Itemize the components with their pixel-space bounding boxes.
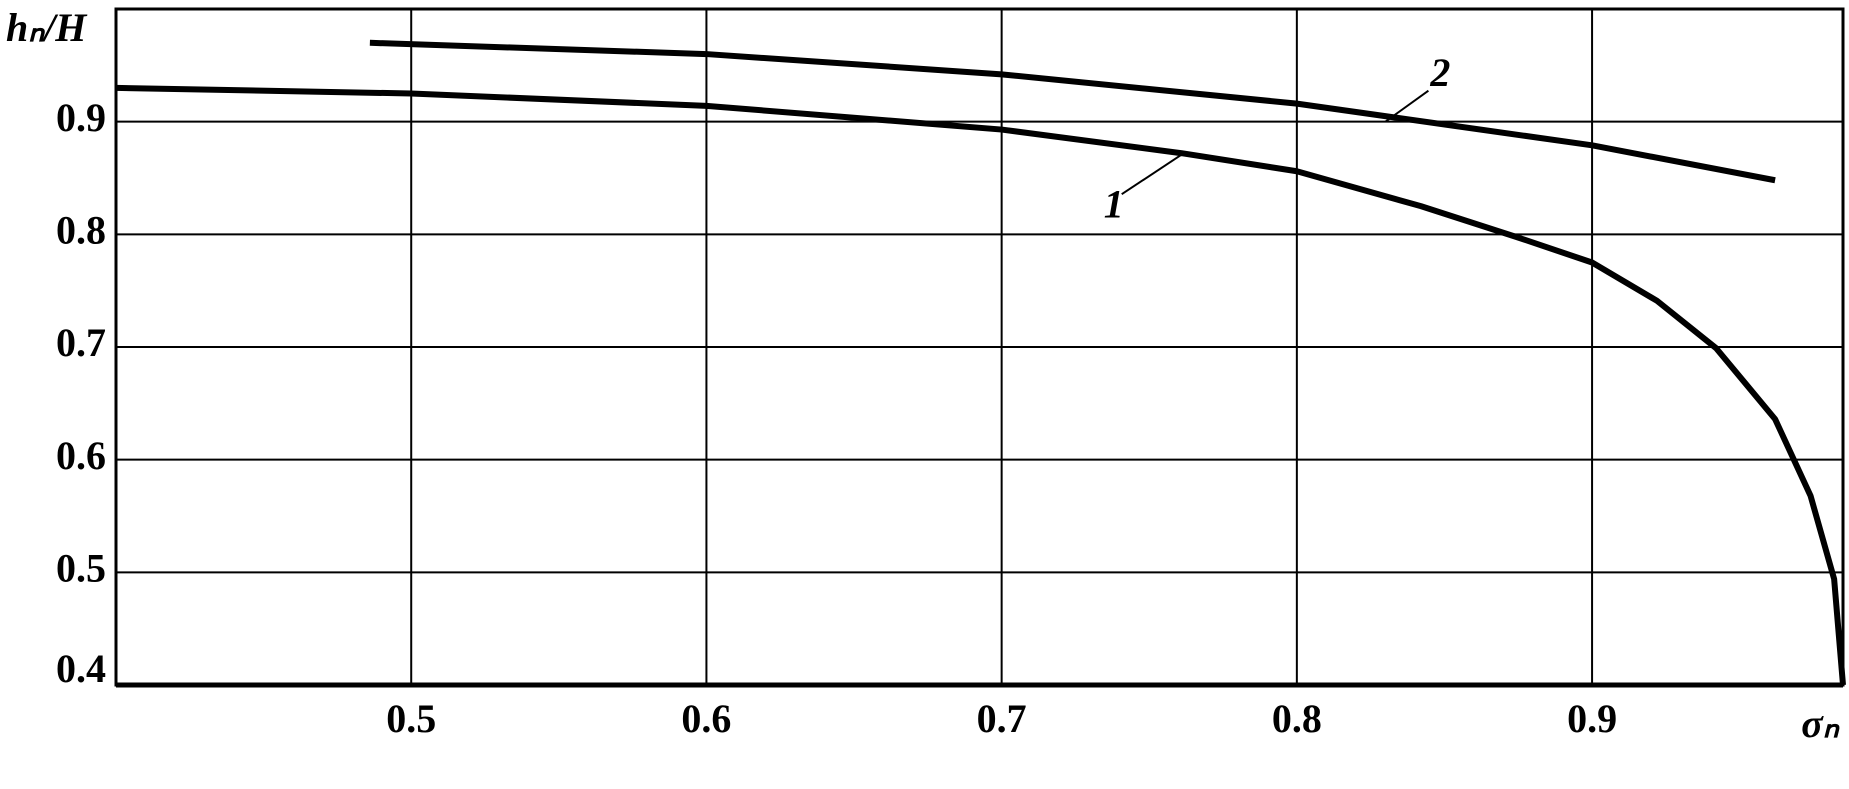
y-tick-label: 0.8	[56, 208, 106, 253]
leader-line	[1121, 152, 1185, 196]
y-tick-label: 0.5	[56, 546, 106, 591]
y-tick-label: 0.9	[56, 95, 106, 140]
y-axis-label: hₙ/H	[6, 5, 88, 50]
leader-line	[1384, 89, 1430, 123]
x-tick-label: 0.8	[1272, 696, 1322, 741]
y-tick-label: 0.7	[56, 320, 106, 365]
y-tick-label: 0.4	[56, 646, 106, 691]
x-tick-label: 0.5	[386, 696, 436, 741]
x-tick-label: 0.7	[977, 696, 1027, 741]
series-label: 1	[1104, 181, 1124, 226]
x-tick-label: 0.9	[1567, 696, 1617, 741]
x-axis-label: σₙ	[1801, 701, 1840, 746]
series-label: 2	[1429, 50, 1450, 95]
y-tick-label: 0.6	[56, 433, 106, 478]
x-tick-label: 0.6	[681, 696, 731, 741]
line-series	[115, 84, 1846, 686]
line-series	[369, 39, 1776, 184]
